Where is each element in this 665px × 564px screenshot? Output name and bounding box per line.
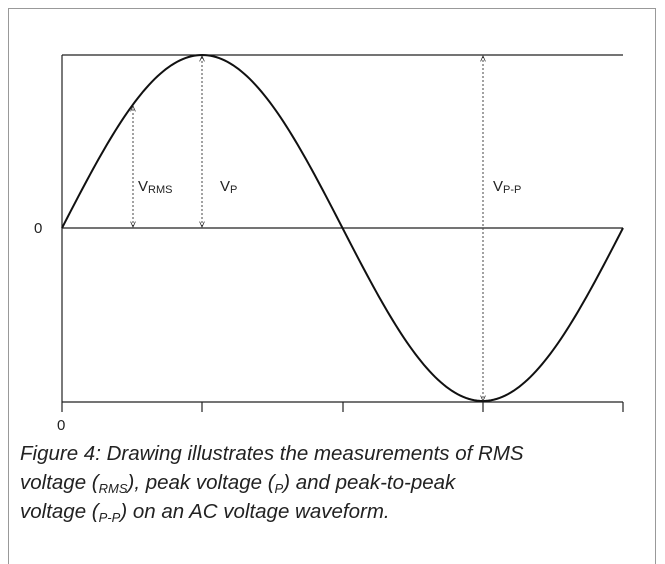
caption-line: voltage (P-P) on an AC voltage waveform. xyxy=(20,500,390,525)
arrows xyxy=(133,56,483,401)
caption-text: voltage ( xyxy=(20,500,99,523)
label-sub: P xyxy=(230,184,237,196)
peak-label: VP xyxy=(220,178,237,196)
sine-wave xyxy=(61,53,624,403)
caption-text: ) on an AC voltage waveform. xyxy=(120,500,390,523)
caption-text: voltage ( xyxy=(20,471,99,494)
label-sub: P-P xyxy=(503,184,521,196)
caption-text: Figure 4: Drawing illustrates the measur… xyxy=(20,442,524,465)
caption-subscript: P-P xyxy=(98,510,121,525)
y-zero-label: 0 xyxy=(34,220,42,237)
label-main: V xyxy=(493,178,503,195)
rms-label: VRMS xyxy=(138,178,172,196)
x-zero-label: 0 xyxy=(57,417,65,434)
peak-to-peak-label: VP-P xyxy=(493,178,521,196)
label-main: V xyxy=(220,178,230,195)
caption-text: ), peak voltage ( xyxy=(127,471,275,494)
frame xyxy=(8,8,656,564)
caption-subscript: P xyxy=(274,481,284,496)
caption-line: Figure 4: Drawing illustrates the measur… xyxy=(20,442,524,465)
caption-line: voltage (RMS), peak voltage (P) and peak… xyxy=(20,471,456,496)
label-main: V xyxy=(138,178,148,195)
label-sub: RMS xyxy=(148,184,172,196)
ticks xyxy=(201,402,624,412)
caption-text: ) and peak-to-peak xyxy=(283,471,456,494)
caption-subscript: RMS xyxy=(98,481,128,496)
